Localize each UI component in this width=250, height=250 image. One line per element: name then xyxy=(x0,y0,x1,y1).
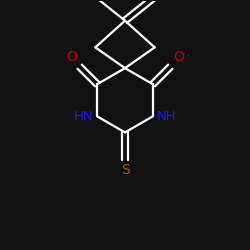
Text: S: S xyxy=(120,163,130,177)
Text: HN: HN xyxy=(74,110,94,123)
Text: O: O xyxy=(66,50,77,64)
Text: NH: NH xyxy=(156,110,176,123)
Text: O: O xyxy=(173,50,184,64)
